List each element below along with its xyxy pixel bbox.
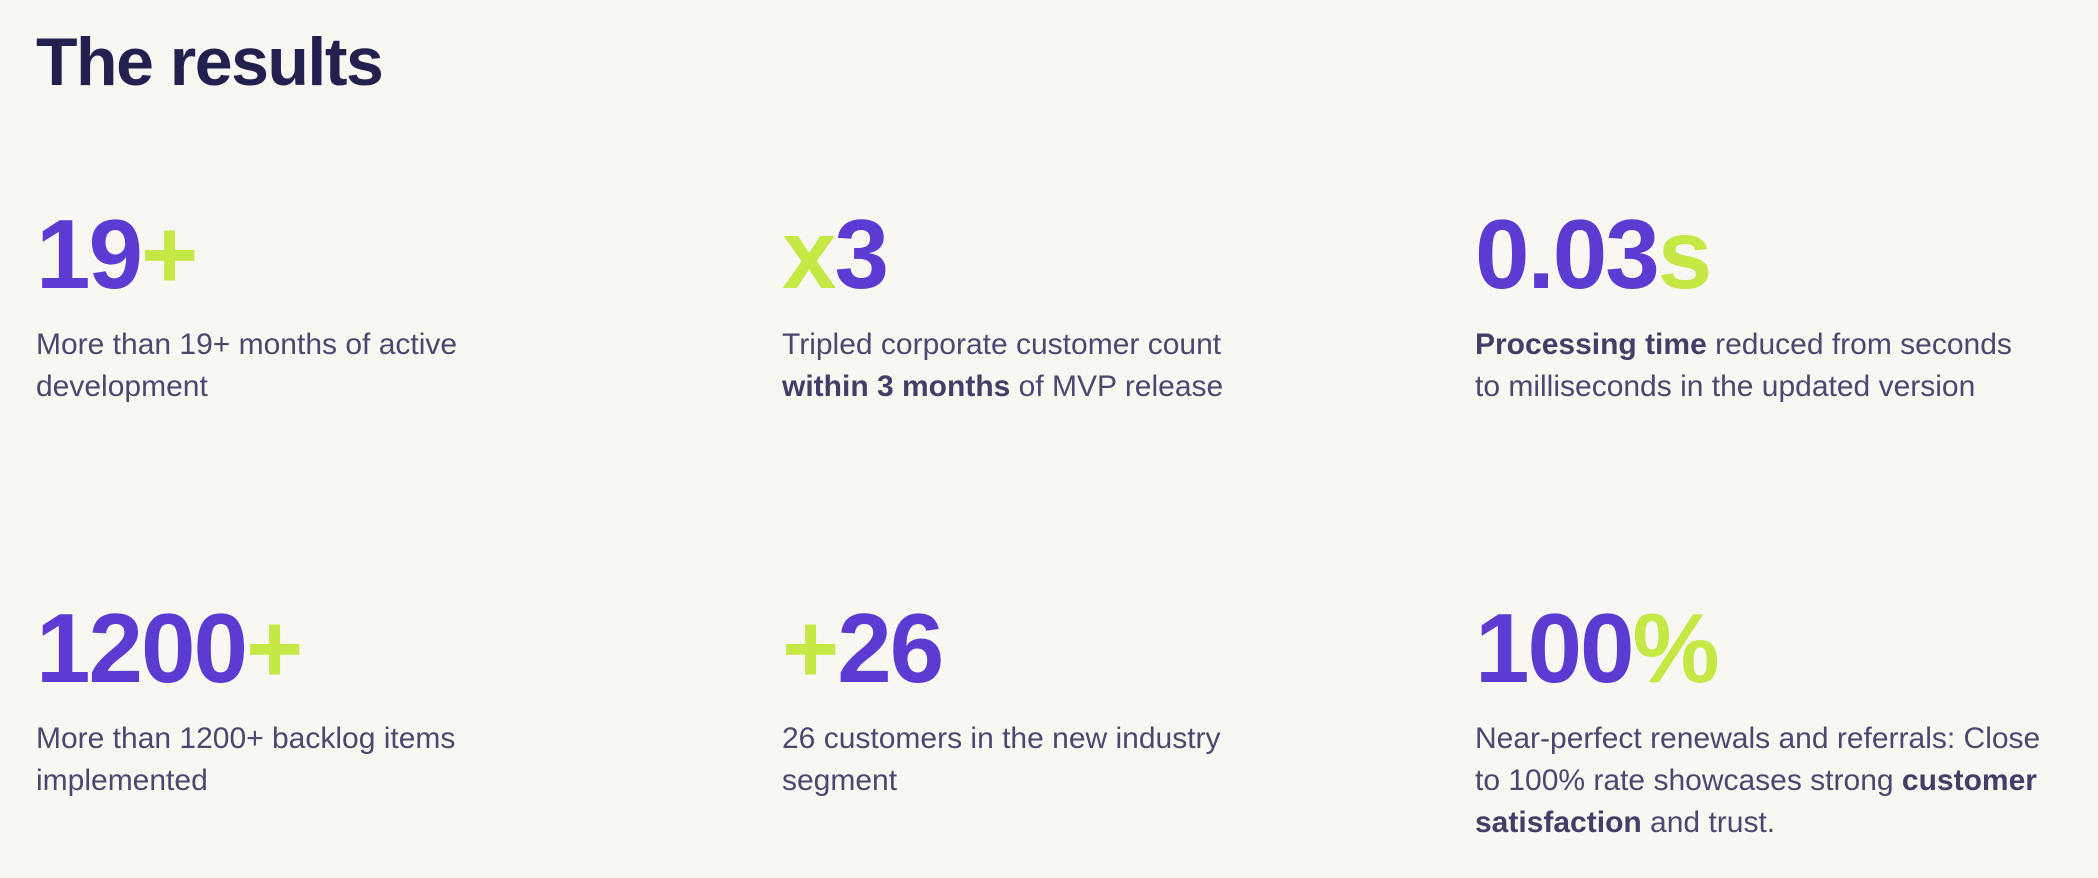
description-text: and trust. [1641,806,1776,839]
description-text: reduced from seconds [1706,328,2012,361]
stat-suffix: + [246,593,303,703]
stat-card-customer-growth: x3 Tripled corporate customer count with… [782,204,1422,408]
stat-card-renewals: 100% Near-perfect renewals and referrals… [1475,598,2098,844]
stat-value: 26 [837,593,944,703]
description-line: More than 1200+ backlog items [36,722,456,755]
stat-value: 0.03 [1475,199,1660,309]
stat-description: More than 1200+ backlog items implemente… [36,718,676,802]
stat-description: More than 19+ months of active developme… [36,324,676,408]
stat-figure: 100% [1475,598,2098,698]
stat-suffix: s [1657,199,1712,309]
section-title: The results [36,24,384,100]
stat-figure: 19+ [36,204,676,304]
description-line: to milliseconds in the updated version [1475,370,1976,403]
stat-value: 1200 [36,593,248,703]
description-line: development [36,370,208,403]
stat-description: 26 customers in the new industry segment [782,718,1422,802]
description-line: implemented [36,764,208,797]
stat-description: Tripled corporate customer count within … [782,324,1422,408]
stat-suffix: + [141,199,198,309]
stat-figure: +26 [782,598,1422,698]
stat-figure: 1200+ [36,598,676,698]
description-text: of MVP release [1010,370,1224,403]
description-emphasis: satisfaction [1475,806,1642,839]
description-text: to 100% rate showcases strong [1475,764,1902,797]
description-emphasis: customer [1901,764,2037,797]
description-line: Tripled corporate customer count [782,328,1222,361]
stat-card-processing-time: 0.03s Processing time reduced from secon… [1475,204,2098,408]
stat-value: 19 [36,199,143,309]
stat-description: Near-perfect renewals and referrals: Clo… [1475,718,2098,844]
description-line: 26 customers in the new industry [782,722,1221,755]
stat-description: Processing time reduced from seconds to … [1475,324,2098,408]
stat-figure: 0.03s [1475,204,2098,304]
description-emphasis: within 3 months [782,370,1011,403]
stat-value: 100 [1475,593,1635,703]
description-line: Near-perfect renewals and referrals: Clo… [1475,722,2041,755]
stat-card-backlog-items: 1200+ More than 1200+ backlog items impl… [36,598,676,802]
description-line: segment [782,764,898,797]
stat-value: 3 [834,199,889,309]
stat-figure: x3 [782,204,1422,304]
description-line: More than 19+ months of active [36,328,458,361]
stat-prefix: + [782,593,839,703]
stat-card-new-customers: +26 26 customers in the new industry seg… [782,598,1422,802]
stat-prefix: x [782,199,836,309]
stat-card-months: 19+ More than 19+ months of active devel… [36,204,676,408]
description-emphasis: Processing time [1475,328,1707,361]
stat-suffix: % [1632,593,1720,703]
